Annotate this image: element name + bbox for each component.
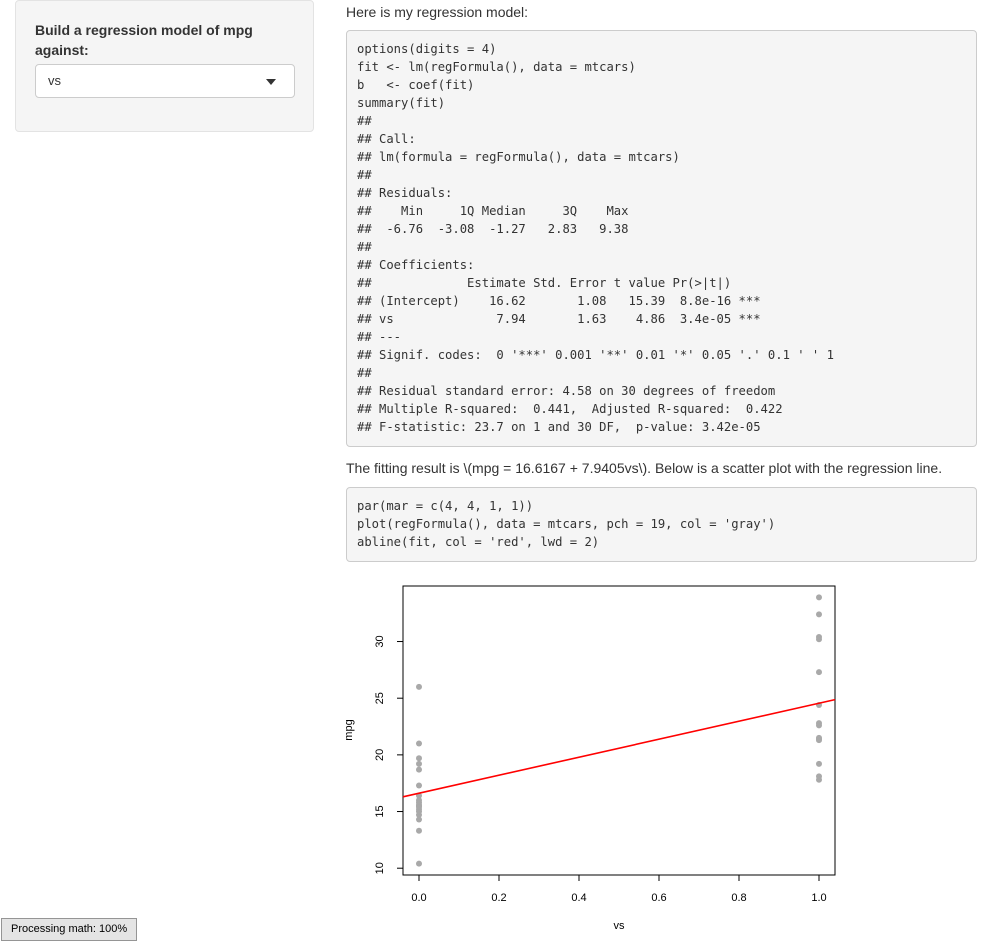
regression-variable-label: Build a regression model of mpg against:	[35, 22, 253, 58]
data-point	[416, 816, 422, 823]
math-processing-status: Processing math: 100%	[1, 918, 138, 941]
select-value: vs	[48, 73, 61, 88]
data-point	[416, 683, 422, 690]
data-point	[816, 611, 822, 618]
data-point	[416, 782, 422, 789]
data-point	[816, 636, 822, 643]
intro-text: Here is my regression model:	[346, 4, 529, 20]
data-point	[416, 827, 422, 834]
fit-result-text: The fitting result is \(mpg = 16.6167 + …	[346, 460, 943, 476]
x-tick-label: 0.8	[731, 892, 746, 904]
x-tick-label: 0.2	[491, 892, 506, 904]
x-tick-label: 0.6	[651, 892, 666, 904]
y-tick-label: 15	[374, 805, 386, 817]
data-point	[416, 740, 422, 747]
y-axis: 10 15 20 25 30	[374, 635, 404, 874]
regression-variable-select[interactable]: vs	[35, 64, 295, 98]
plot-code-block: par(mar = c(4, 4, 1, 1)) plot(regFormula…	[346, 487, 977, 562]
y-tick-label: 30	[374, 635, 386, 647]
y-tick-label: 10	[374, 862, 386, 874]
data-point	[816, 760, 822, 767]
data-point	[816, 737, 822, 744]
data-point	[416, 804, 422, 810]
sidebar-panel: Build a regression model of mpg against:…	[15, 0, 314, 132]
caret-down-icon[interactable]	[266, 79, 276, 85]
data-points	[416, 594, 822, 867]
x-tick-label: 0.4	[571, 892, 586, 904]
x-axis-label: vs	[614, 920, 626, 932]
data-point	[416, 766, 422, 773]
data-point	[416, 760, 422, 767]
data-point	[816, 669, 822, 676]
y-tick-label: 20	[374, 749, 386, 761]
x-tick-label: 1.0	[811, 892, 826, 904]
data-point	[816, 773, 822, 780]
model-code-block: options(digits = 4) fit <- lm(regFormula…	[346, 30, 977, 447]
data-point	[416, 860, 422, 867]
regression-line	[402, 698, 836, 798]
scatter-plot: 0.0 0.2 0.4 0.6 0.8 1.0 10 15 20 25 30 vs mpg	[343, 585, 836, 932]
x-tick-label: 0.0	[411, 892, 426, 904]
y-tick-label: 25	[374, 692, 386, 704]
x-axis: 0.0 0.2 0.4 0.6 0.8 1.0	[411, 874, 827, 904]
data-point	[816, 722, 822, 729]
data-point	[816, 594, 822, 601]
data-point	[416, 755, 422, 762]
data-point	[416, 797, 422, 804]
y-axis-label: mpg	[343, 719, 355, 740]
plot-frame	[402, 585, 836, 876]
